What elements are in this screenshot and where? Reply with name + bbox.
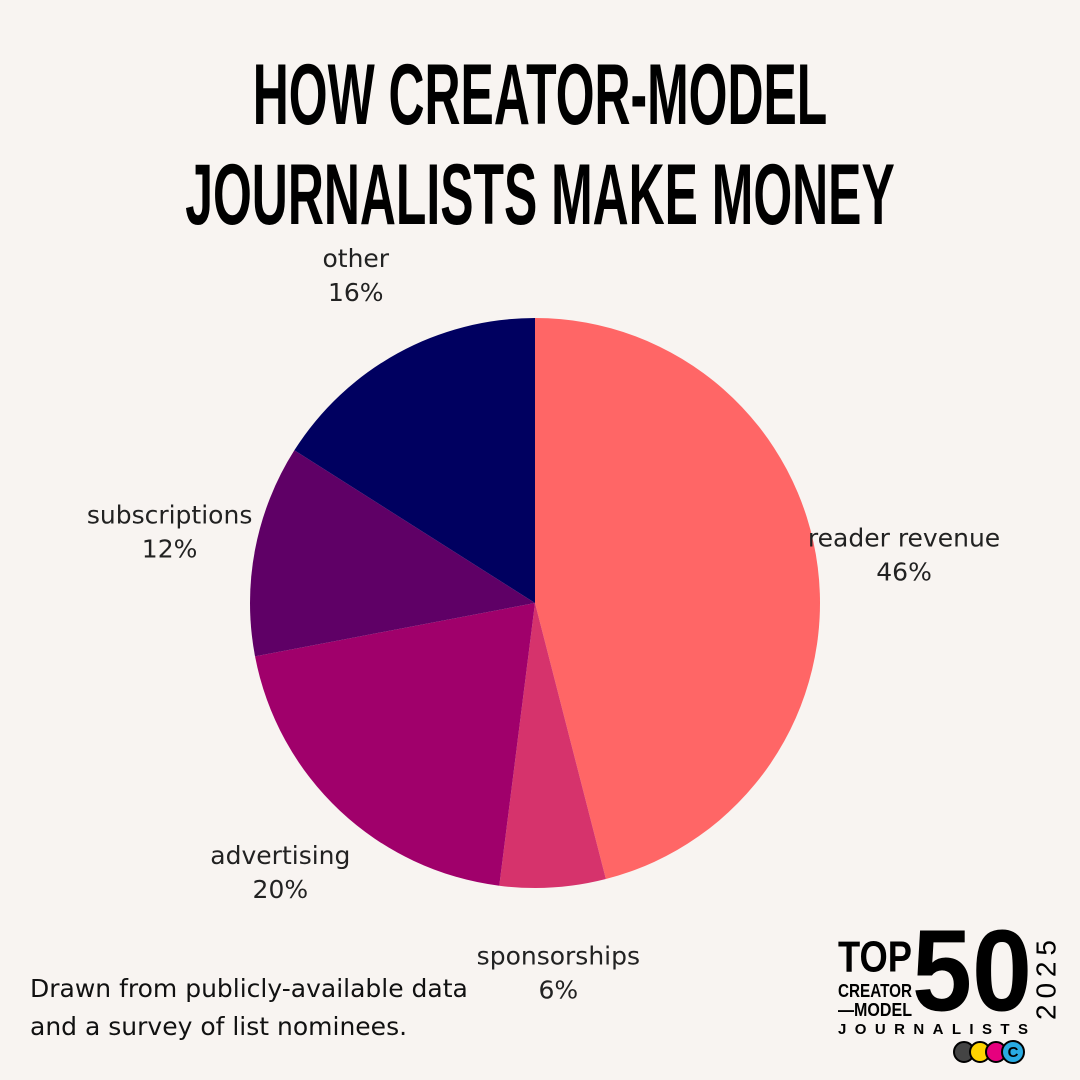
slice-value-label: 20% (253, 875, 309, 904)
slice-value-label: 46% (876, 557, 932, 586)
pie-slice (499, 603, 606, 888)
logo-creator: CREATOR (838, 981, 912, 1001)
logo-model: —MODEL (838, 1000, 912, 1020)
slice-value-label: 12% (142, 534, 198, 563)
logo-journalists: JOURNALISTS (838, 1021, 1028, 1038)
slice-label: subscriptions (87, 500, 253, 529)
chart-title: HOW CREATOR-MODEL JOURNALISTS MAKE MONEY (185, 47, 895, 243)
slice-label: sponsorships (477, 941, 640, 970)
logo-badge: C (1008, 1044, 1019, 1061)
slice-value-label: 6% (539, 975, 579, 1004)
logo: TOP CREATOR —MODEL 50 JOURNALISTS 2025 C (838, 906, 1061, 1064)
slice-value-label: 16% (328, 278, 384, 307)
slice-label: reader revenue (808, 523, 1000, 552)
note: Drawn from publicly-available data and a… (30, 974, 468, 1041)
pie-slice (249, 450, 535, 657)
logo-dot (1001, 1040, 1025, 1064)
slice-label: other (322, 244, 389, 273)
slice-label: advertising (210, 841, 350, 870)
logo-year: 2025 (1030, 940, 1061, 1020)
logo-top: TOP (838, 933, 912, 982)
pie-slice (294, 318, 535, 603)
logo-number: 50 (912, 906, 1032, 1036)
pie-slice (535, 318, 821, 880)
pie-slice (255, 603, 535, 886)
